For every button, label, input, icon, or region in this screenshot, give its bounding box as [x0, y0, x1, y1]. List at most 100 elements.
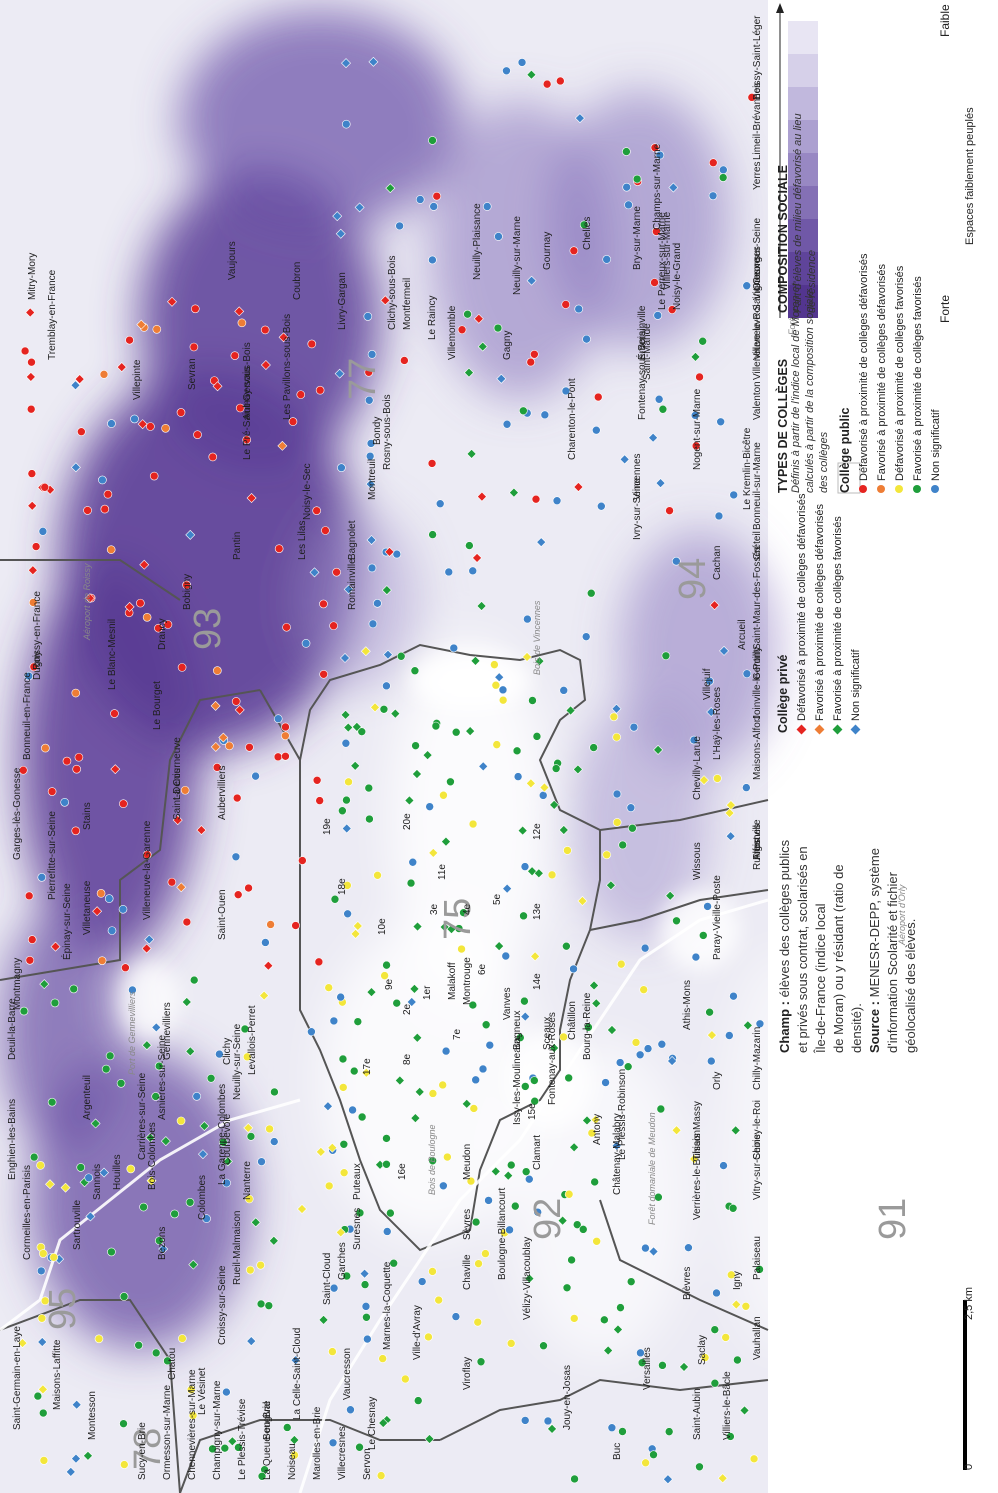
public-school-marker: [574, 304, 584, 314]
commune-label-148: Valenton: [752, 381, 763, 420]
public-school-marker: [336, 992, 345, 1002]
private-school-marker: [549, 799, 560, 810]
commune-label-154: Limeil-Brévannes: [752, 83, 763, 160]
public-school-marker: [27, 935, 37, 944]
public-school-marker: [177, 663, 187, 672]
commune-label-106: Montfermeil: [402, 278, 413, 330]
public-school-marker: [441, 1046, 451, 1056]
public-school-marker: [367, 563, 377, 573]
public-school-marker: [551, 764, 561, 773]
public-legend-label: Favorisé à proximité de collèges favoris…: [912, 276, 924, 481]
paris-boundary: [299, 643, 601, 1252]
public-school-marker: [301, 639, 311, 648]
public-school-marker: [338, 1054, 348, 1064]
public-school-marker: [161, 423, 170, 433]
public-school-marker: [626, 1277, 636, 1286]
commune-label-59: Clichy: [222, 1038, 233, 1065]
department-label-95: 95: [42, 1288, 84, 1330]
public-school-marker: [542, 79, 552, 89]
private-school-marker: [176, 882, 187, 893]
public-school-marker: [251, 771, 260, 781]
private-school-marker: [185, 1046, 196, 1057]
public-school-marker: [392, 549, 402, 559]
commune-label-21: Jouy-en-Josas: [562, 1365, 573, 1430]
commune-label-105: Clichy-sous-Bois: [387, 256, 398, 330]
ramp-swatch-4: [788, 186, 818, 219]
public-school-marker: [107, 1247, 116, 1257]
public-school-marker: [38, 1408, 48, 1418]
department-label-78: 78: [127, 1428, 169, 1470]
public-school-marker: [119, 799, 128, 809]
commune-label-115: Émerainville: [635, 305, 648, 360]
private-school-marker: [234, 704, 245, 715]
public-school-marker: [324, 983, 334, 992]
public-school-marker: [491, 680, 501, 690]
private-school-marker: [383, 649, 393, 660]
commune-label-137: Athis-Mons: [682, 980, 693, 1030]
arrondissement-1er: 1er: [422, 985, 433, 1000]
prive-legend-diamond: [814, 724, 825, 735]
public-school-marker: [193, 430, 202, 439]
commune-label-66: Sannois: [92, 1164, 103, 1200]
public-school-marker: [282, 1423, 292, 1432]
public-school-marker: [27, 357, 36, 367]
public-school-marker: [98, 475, 107, 485]
private-school-marker: [520, 1011, 531, 1022]
private-school-marker: [470, 655, 481, 666]
commune-label-29: Chaville: [462, 1254, 473, 1290]
private-school-marker: [496, 373, 507, 384]
public-school-marker: [189, 342, 199, 352]
public-school-marker: [543, 1416, 553, 1426]
public-school-marker: [653, 311, 663, 320]
public-school-marker: [446, 777, 455, 787]
commune-label-1: Saint-Germain-en-Laye: [12, 1326, 23, 1430]
public-school-marker: [552, 496, 562, 506]
public-school-marker: [631, 1038, 641, 1047]
commune-label-102: Vaujours: [227, 241, 238, 280]
private-school-marker: [341, 58, 351, 69]
public-school-marker: [110, 709, 119, 718]
commune-label-157: Ormesson-sur-Marne: [162, 1385, 173, 1480]
public-school-marker: [428, 1156, 437, 1166]
public-school-marker: [532, 732, 542, 741]
public-school-marker: [230, 351, 240, 360]
public-school-marker: [121, 963, 130, 973]
commune-label-55: La Garenne-Colombes: [217, 1084, 228, 1185]
commune-label-77: Saint-Denis: [172, 768, 183, 820]
public-school-marker: [661, 651, 671, 661]
private-school-marker: [591, 998, 602, 1009]
private-school-marker: [653, 744, 664, 755]
public-school-marker: [528, 696, 537, 705]
public-school-marker: [364, 368, 374, 377]
public-school-marker: [451, 727, 461, 737]
public-school-marker: [213, 666, 222, 675]
public-school-marker: [705, 1007, 714, 1017]
public-school-marker: [650, 278, 659, 287]
public-school-marker: [319, 599, 328, 609]
public-school-marker: [510, 1201, 520, 1211]
public-school-marker: [408, 857, 418, 867]
commune-label-92: Montreuil: [367, 459, 378, 500]
special-area-3: Bois de Boulogne: [427, 1124, 437, 1195]
commune-label-142: Alfortville: [752, 819, 763, 860]
private-school-marker: [466, 448, 477, 459]
private-school-marker: [17, 1338, 28, 1349]
public-school-marker: [357, 1112, 367, 1122]
public-school-marker: [691, 441, 701, 451]
public-school-marker: [273, 752, 283, 762]
public-school-marker: [434, 1295, 443, 1305]
public-school-marker: [586, 588, 596, 598]
public-school-marker: [261, 938, 270, 947]
arrondissement-19e: 19e: [322, 818, 333, 835]
public-school-marker: [506, 1339, 516, 1348]
arrondissement-4e: 4e: [462, 903, 473, 915]
private-school-marker: [246, 493, 257, 503]
public-school-marker: [624, 200, 633, 210]
arrondissement-labels: 1er 2e 3e 4e 5e 6e 7e 8e 9e 10e 11e 12e 13e 14e 15e 16e…: [322, 813, 543, 1180]
public-school-marker: [572, 1220, 582, 1229]
public-school-marker: [649, 1450, 658, 1460]
public-school-marker: [257, 1157, 266, 1166]
ramp-swatch-8: [788, 54, 818, 87]
public-school-marker: [328, 1347, 337, 1356]
